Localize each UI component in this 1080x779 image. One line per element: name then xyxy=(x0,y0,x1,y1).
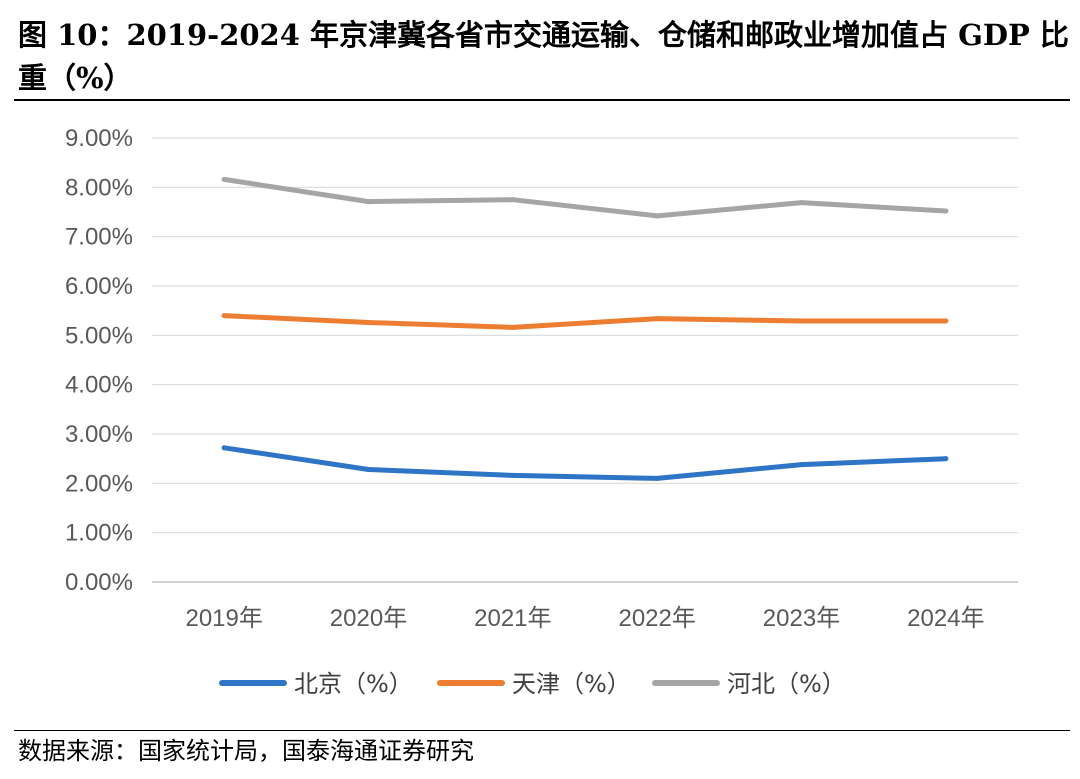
y-tick-label: 0.00% xyxy=(65,569,133,596)
legend-label: 天津（%） xyxy=(512,670,631,698)
data-point xyxy=(799,462,804,468)
data-point xyxy=(221,445,227,451)
x-tick-label: 2023年 xyxy=(763,605,840,632)
source-rule xyxy=(14,730,1070,731)
x-tick-label: 2024年 xyxy=(907,605,984,632)
data-point xyxy=(366,320,371,326)
title-rule xyxy=(14,99,1070,101)
data-point xyxy=(366,467,371,473)
series-lines xyxy=(221,176,949,481)
data-point xyxy=(510,197,516,203)
y-tick-label: 5.00% xyxy=(65,322,133,349)
y-tick-label: 7.00% xyxy=(65,224,133,251)
data-point xyxy=(221,313,227,319)
source-note: 数据来源：国家统计局，国泰海通证券研究 xyxy=(18,737,474,765)
gridlines xyxy=(152,137,1018,583)
series-line-0 xyxy=(221,445,949,481)
y-tick-label: 6.00% xyxy=(65,273,133,300)
y-tick-label: 3.00% xyxy=(65,421,133,448)
data-point xyxy=(510,324,516,330)
x-tick-label: 2019年 xyxy=(185,605,262,632)
legend-label: 河北（%） xyxy=(727,670,846,698)
x-tick-label: 2021年 xyxy=(474,605,551,632)
legend-item-0: 北京（%） xyxy=(219,670,413,698)
series-line-1 xyxy=(221,313,949,330)
legend-item-2: 河北（%） xyxy=(652,670,846,698)
data-point xyxy=(943,318,949,324)
y-tick-label: 2.00% xyxy=(65,470,133,497)
data-point xyxy=(799,200,804,206)
x-tick-label: 2020年 xyxy=(330,605,407,632)
data-point xyxy=(654,475,660,481)
y-tick-label: 9.00% xyxy=(65,125,133,152)
data-point xyxy=(510,472,516,478)
data-point xyxy=(943,456,949,462)
y-tick-label: 4.00% xyxy=(65,372,133,399)
data-point xyxy=(221,176,227,182)
data-point xyxy=(366,199,371,205)
data-point xyxy=(943,208,949,214)
series-line-2 xyxy=(221,176,949,219)
y-axis-ticks: 0.00% 1.00% 2.00% 3.00% 4.00% 5.00% 6.00% 7.00%… xyxy=(65,125,133,596)
data-point xyxy=(654,316,660,322)
data-point xyxy=(799,318,804,324)
figure-title: 图 10：2019-2024 年京津冀各省市交通运输、仓储和邮政业增加值占 GD… xyxy=(18,18,1069,95)
x-axis-ticks: 2019年 2020年 2021年 2022年 2023年 2024年 xyxy=(185,605,984,632)
data-point xyxy=(654,213,660,219)
legend-label: 北京（%） xyxy=(294,670,413,698)
x-tick-label: 2022年 xyxy=(618,605,695,632)
y-tick-label: 1.00% xyxy=(65,520,133,547)
legend: 北京（%） 天津（%） 河北（%） xyxy=(219,670,846,698)
legend-item-1: 天津（%） xyxy=(437,670,631,698)
y-tick-label: 8.00% xyxy=(65,174,133,201)
